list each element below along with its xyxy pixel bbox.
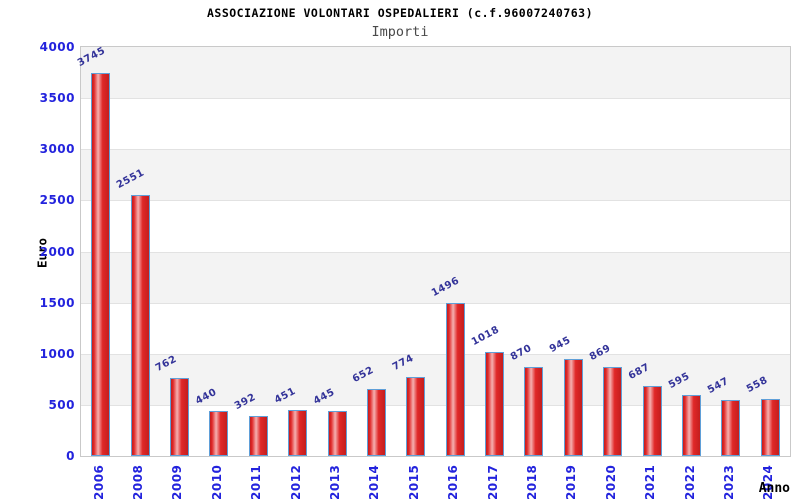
bar (91, 73, 111, 456)
x-tick-label: 2021 (643, 464, 658, 500)
bar (288, 409, 308, 456)
background-band (81, 302, 790, 354)
bar (366, 389, 386, 456)
x-tick-label: 2014 (367, 464, 382, 500)
gridline (81, 353, 790, 355)
x-tick-label: 2023 (721, 464, 736, 500)
y-tick-label: 4000 (39, 40, 75, 54)
chart-subtitle: Importi (371, 24, 429, 40)
bar (682, 395, 702, 456)
y-tick-label: 3500 (39, 91, 75, 106)
x-tick-label: 2011 (249, 464, 264, 500)
bar (485, 351, 505, 456)
bar (445, 303, 465, 456)
x-tick-label: 2019 (564, 464, 579, 500)
bar (169, 378, 189, 456)
bar (760, 398, 780, 456)
y-tick-label: 1500 (39, 295, 75, 310)
y-tick-label: 2000 (39, 244, 75, 259)
x-tick-label: 2016 (446, 464, 461, 500)
background-band (81, 353, 790, 405)
gridline (81, 251, 790, 253)
background-band (81, 200, 790, 252)
background-band (81, 149, 790, 201)
bar (130, 195, 150, 456)
chart-title: ASSOCIAZIONE VOLONTARI OSPEDALIERI (c.f.… (206, 6, 594, 20)
bar (524, 367, 544, 456)
x-tick-label: 2008 (131, 464, 146, 500)
gridline (81, 149, 790, 151)
x-tick-label: 2013 (328, 464, 343, 500)
y-tick-label: 2500 (39, 193, 75, 208)
x-tick-label: 2012 (288, 464, 303, 500)
bar (642, 385, 662, 456)
y-tick-label: 1000 (39, 346, 75, 361)
bar (721, 400, 741, 456)
bar (209, 411, 229, 456)
gridline (81, 302, 790, 304)
gridline (81, 200, 790, 202)
bar (327, 410, 347, 456)
x-tick-label: 2006 (91, 464, 106, 500)
bar (603, 367, 623, 456)
y-tick-label: 3000 (39, 142, 75, 157)
x-tick-label: 2020 (603, 464, 618, 500)
background-band (81, 251, 790, 303)
background-band (81, 98, 790, 150)
x-axis-title: Anno (758, 481, 790, 496)
background-band (81, 404, 790, 456)
background-band (81, 47, 790, 99)
x-tick-label: 2017 (485, 464, 500, 500)
x-tick-label: 2018 (524, 464, 539, 500)
bar (406, 376, 426, 456)
bar (563, 359, 583, 456)
gridline (81, 98, 790, 100)
x-tick-label: 2009 (170, 464, 185, 500)
x-tick-label: 2022 (682, 464, 697, 500)
y-tick-label: 500 (48, 397, 75, 412)
x-tick-label: 2010 (209, 464, 224, 500)
x-tick-label: 2015 (406, 464, 421, 500)
y-tick-label: 0 (66, 449, 75, 463)
bar (248, 415, 268, 456)
gridline (81, 404, 790, 406)
plot-area: 0 500 1000 1500 2000 2500 3000 3500 4000 3745 2006… (40, 40, 791, 500)
